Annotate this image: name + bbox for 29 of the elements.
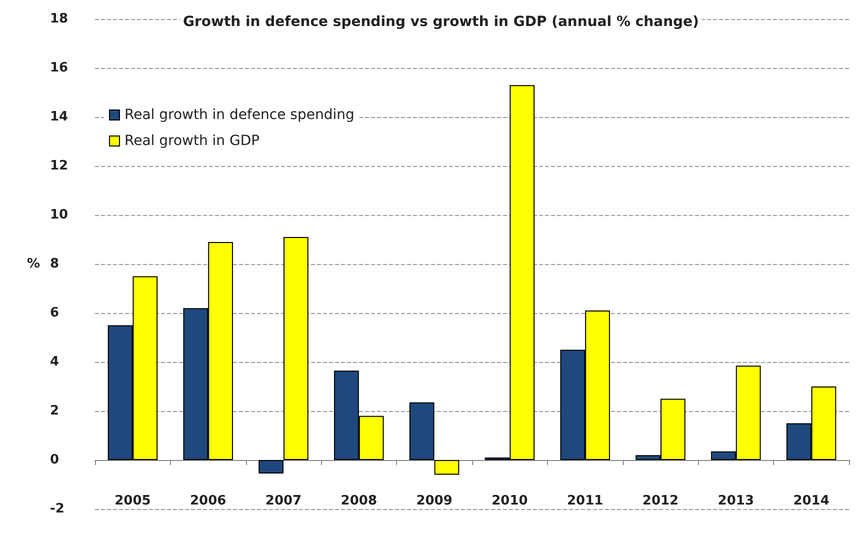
x-tick-label: 2012 bbox=[642, 494, 679, 508]
legend-label: Real growth in defence spending bbox=[124, 107, 354, 123]
x-tick-label: 2006 bbox=[190, 494, 226, 508]
x-tick-label: 2014 bbox=[793, 494, 830, 508]
bar bbox=[434, 460, 460, 475]
y-tick-label: 14 bbox=[50, 110, 68, 124]
x-tick-label: 2007 bbox=[265, 494, 302, 508]
x-tick-label: 2011 bbox=[567, 494, 604, 508]
bar bbox=[409, 402, 434, 460]
y-tick-label: 0 bbox=[50, 452, 60, 468]
x-tick-label: 2008 bbox=[340, 494, 377, 508]
x-tick-label: 2009 bbox=[416, 494, 452, 508]
x-tick-label: 2013 bbox=[718, 494, 754, 508]
y-tick-label: 4 bbox=[50, 354, 60, 370]
y-tick-label: 12 bbox=[50, 158, 68, 174]
y-axis-title: % bbox=[26, 256, 40, 272]
legend-label: Real growth in GDP bbox=[124, 133, 260, 149]
y-tick-label: 6 bbox=[50, 306, 60, 320]
y-tick-label: 8 bbox=[50, 256, 60, 272]
chart-title: Growth in defence spending vs growth in GDP (annual % change) bbox=[183, 14, 699, 30]
x-tick-label: 2010 bbox=[492, 494, 528, 508]
x-tick-label: 2005 bbox=[114, 494, 151, 508]
bar bbox=[258, 460, 284, 474]
y-tick-label: 16 bbox=[50, 60, 68, 76]
y-tick-label: 2 bbox=[50, 404, 60, 418]
y-tick-label: 18 bbox=[50, 12, 68, 26]
bar bbox=[284, 237, 308, 460]
y-tick-label: -2 bbox=[50, 502, 64, 516]
y-tick-label: 10 bbox=[50, 208, 68, 222]
